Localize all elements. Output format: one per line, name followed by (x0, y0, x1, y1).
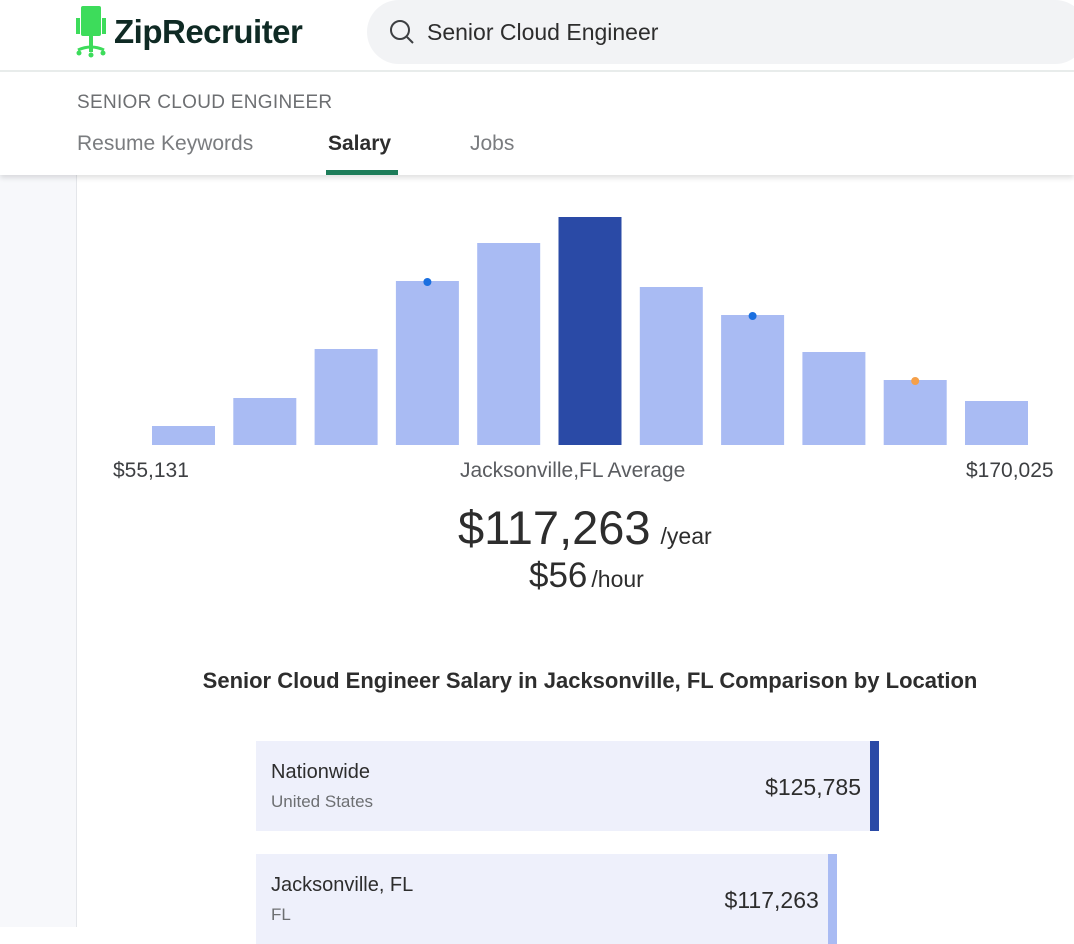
search-input[interactable] (427, 18, 1027, 46)
tab-resume-keywords[interactable]: Resume Keywords (77, 132, 254, 155)
comparison-row-nationwide: Nationwide United States $125,785 (256, 741, 879, 831)
location-sub: FL (271, 905, 291, 924)
breadcrumb: SENIOR CLOUD ENGINEER (77, 92, 333, 113)
histogram-bar (477, 243, 541, 445)
histogram-marker (911, 377, 920, 385)
comparison-title: Senior Cloud Engineer Salary in Jacksonv… (202, 668, 978, 693)
histogram-bar (639, 287, 703, 445)
histogram-marker (748, 312, 757, 320)
histogram-bar (314, 349, 378, 445)
yearly-unit: /year (660, 523, 712, 549)
yearly-value: $117,263 (458, 501, 651, 554)
brand-name: ZipRecruiter (114, 13, 303, 50)
histogram-bar (802, 352, 866, 445)
yearly-salary: $117,263/year (458, 500, 712, 555)
histogram-bar (965, 401, 1028, 445)
ziprecruiter-logo[interactable]: ZipRecruiter (76, 6, 303, 58)
search-bar[interactable] (367, 0, 1074, 64)
histogram-bar (233, 398, 297, 445)
tab-jobs[interactable]: Jobs (470, 132, 515, 155)
tab-salary[interactable]: Salary (328, 132, 392, 155)
bar-cap (870, 741, 879, 831)
hourly-value: $56 (529, 556, 588, 595)
sub-navigation: SENIOR CLOUD ENGINEER Resume Keywords Sa… (0, 72, 1074, 175)
active-tab-indicator (326, 170, 398, 175)
histogram-bar (721, 315, 785, 445)
comparison-row-jacksonville: Jacksonville, FL FL $117,263 (256, 854, 837, 944)
search-icon[interactable] (389, 19, 415, 45)
histogram-bar (883, 380, 947, 445)
chair-icon (76, 6, 106, 58)
histogram-marker (423, 278, 432, 286)
location-salary: $125,785 (765, 774, 861, 800)
histogram-bar (558, 217, 622, 445)
histogram-bar (395, 281, 459, 445)
hourly-salary: $56/hour (529, 556, 644, 596)
min-salary-label: $55,131 (113, 459, 189, 482)
bar-cap (827, 854, 837, 944)
top-bar: ZipRecruiter (0, 0, 1074, 72)
average-label: Jacksonville,FL Average (460, 459, 686, 482)
left-sidebar (0, 175, 77, 927)
location-name: Nationwide (271, 761, 370, 783)
max-salary-label: $170,025 (966, 459, 1054, 482)
histogram-bar (152, 426, 215, 445)
location-sub: United States (271, 792, 374, 811)
hourly-unit: /hour (591, 566, 644, 592)
location-name: Jacksonville, FL (271, 874, 414, 896)
location-salary: $117,263 (724, 887, 819, 913)
